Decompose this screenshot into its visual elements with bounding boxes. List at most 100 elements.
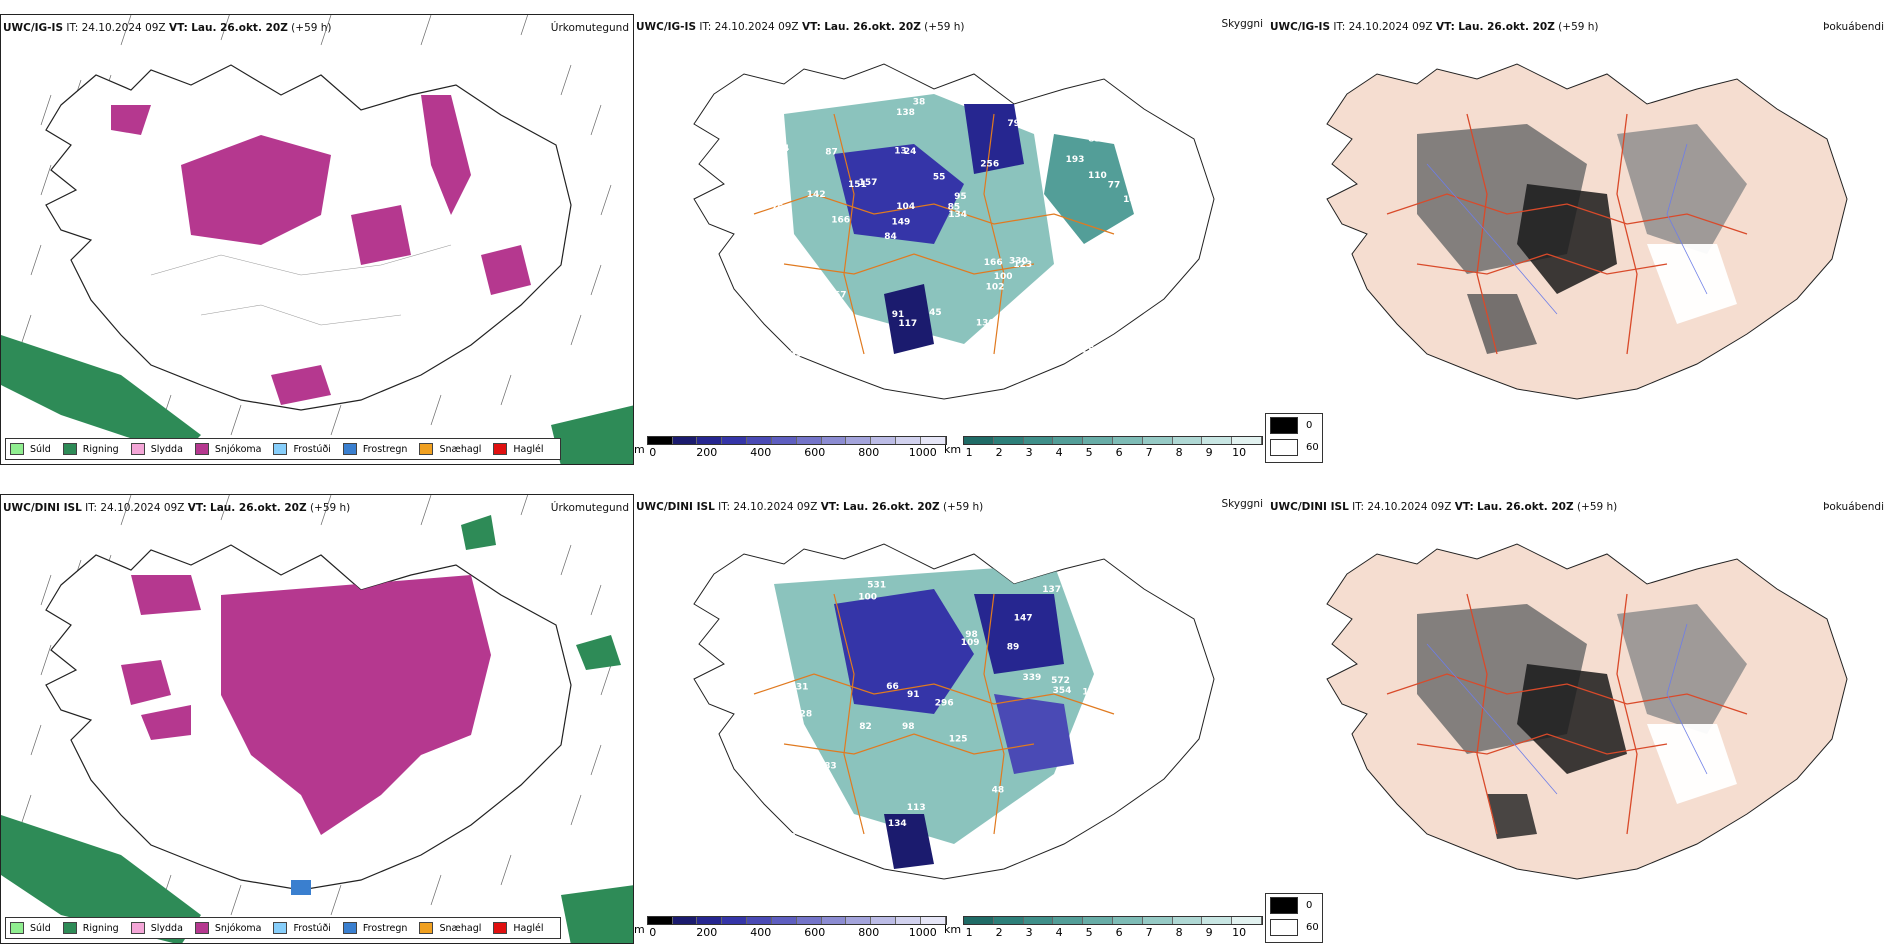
fog-map-top [1326, 63, 1848, 400]
ceiling-cells [646, 916, 947, 925]
ceiling-value-label: 109 [961, 638, 980, 648]
precip-legend-label: Súld [30, 922, 51, 934]
colorbar-tick-label: 3 [1025, 926, 1033, 939]
ceiling-value-label: 193 [1066, 155, 1085, 165]
ceiling-value-label: 125 [949, 734, 968, 744]
visibility-ticks: 1 2 3 4 5 6 7 8 9 10 [963, 925, 1263, 939]
it-label: IT: [1333, 21, 1346, 33]
ceiling-value-label: 45 [929, 308, 942, 318]
panel-title-visibility: Skyggni [1221, 498, 1264, 510]
colorbar-tick-label: 0 [649, 926, 657, 939]
ceiling-value-label: 130 [976, 318, 995, 328]
colorbar-cell [846, 437, 872, 444]
ceiling-value-label: 147 [1014, 614, 1033, 624]
precip-legend-swatch [273, 922, 288, 934]
colorbar-cell [1113, 437, 1143, 444]
colorbar-cell [672, 917, 698, 924]
precip-map-top [1, 15, 633, 464]
precip-legend-entry: Snjókoma [194, 922, 261, 934]
precip-legend-label: Haglél [513, 443, 544, 455]
precip-legend-entry: Snæhagl [419, 922, 481, 934]
ceiling-value-label: 38 [913, 98, 926, 108]
ceiling-value-label: 102 [986, 283, 1005, 293]
colorbar-tick-label: 7 [1145, 926, 1153, 939]
model-name: UWC/IG-IS [636, 21, 697, 33]
precip-legend-swatch [10, 922, 24, 934]
colorbar-tick-label: 8 [1175, 926, 1183, 939]
precip-legend-label: Rigning [82, 443, 119, 455]
colorbar-cell [964, 917, 994, 924]
ceiling-value-label: 72 [759, 351, 772, 361]
ceiling-value-label: 76 [771, 203, 784, 213]
ceiling-value-label: 83 [824, 761, 837, 771]
ceiling-value-label: 95 [954, 192, 967, 202]
ceiling-value-label: 25 [1082, 345, 1095, 355]
ceiling-value-label: 84 [884, 232, 897, 242]
ceiling-value-label: 151 [848, 180, 867, 190]
ceiling-ticks: 0 200 400 600 800 1000 [647, 925, 947, 939]
fog-map-bottom [1326, 543, 1848, 880]
colorbar-tick-label: 400 [750, 446, 772, 459]
colorbar-cell [796, 437, 822, 444]
panel-title-fog: Þokuábendi [1823, 21, 1884, 33]
lead-time: (+59 h) [309, 502, 351, 514]
colorbar-cell [672, 437, 698, 444]
model-name: UWC/IG-IS [3, 22, 64, 34]
precip-legend-swatch [342, 443, 357, 455]
vt-value: Lau. 26.okt. 20Z [1458, 21, 1555, 33]
colorbar-cell [871, 437, 896, 444]
ceiling-value-label: 100 [994, 272, 1013, 282]
it-value: 24.10.2024 09Z [1348, 21, 1433, 33]
ceiling-value-label: 134 [888, 819, 907, 829]
colorbar-tick-label: 9 [1205, 446, 1213, 459]
colorbar-tick-label: 0 [649, 446, 657, 459]
ceiling-value-label: 82 [859, 722, 872, 732]
colorbar-cell [1083, 437, 1114, 444]
ceiling-value-label: 572 [1051, 676, 1070, 686]
colorbar-cell [1142, 917, 1173, 924]
it-label: IT: [1352, 501, 1365, 513]
precip-legend-label: Snjókoma [214, 443, 262, 455]
ceiling-value-label: 431 [790, 682, 809, 692]
precip-legend-label: Frostúði [293, 922, 331, 934]
ceiling-value-label: 83 [1088, 135, 1101, 145]
ceiling-value-label: 109 [783, 710, 802, 720]
vt-value: Lau. 26.okt. 20Z [1477, 501, 1574, 513]
it-label: IT: [85, 502, 98, 514]
ceiling-value-label: 330 [1009, 256, 1028, 266]
ceiling-value-label: 100 [858, 592, 877, 602]
vt-label: VT: [168, 22, 188, 34]
colorbar-tick-label: 1 [965, 446, 973, 459]
ceiling-value-label: 110 [1114, 125, 1133, 135]
colorbar-cell [993, 917, 1024, 924]
colorbar-cell [846, 917, 872, 924]
vt-value: Lau. 26.okt. 20Z [191, 22, 288, 34]
colorbar-cell [993, 437, 1024, 444]
colorbar-tick-label: 600 [804, 446, 826, 459]
precip-panel-bottom: UWC/DINI ISL IT: 24.10.2024 09Z VT: Lau.… [0, 494, 634, 944]
it-value: 24.10.2024 09Z [714, 21, 799, 33]
ceiling-value-label: 98 [902, 722, 915, 732]
panel-title-visibility: Skyggni [1221, 18, 1264, 30]
visibility-cells [963, 916, 1264, 925]
ceiling-value-label: 98 [1118, 687, 1131, 697]
visibility-map-top: 25 76 83 84 256 35 13 55 86 157 304 130 24 95 123 74 138… [693, 63, 1215, 400]
ceiling-value-label: 166 [984, 258, 1003, 268]
fog-swatch-0 [1270, 896, 1298, 914]
precip-legend-label: Snæhagl [439, 443, 482, 455]
ceiling-value-label: 47 [1045, 123, 1058, 133]
ceiling-value-label: 256 [980, 159, 999, 169]
ceiling-value-label: 87 [825, 147, 838, 157]
precip-legend-label: Frostúði [293, 443, 331, 455]
fog-swatch-60 [1270, 918, 1298, 936]
model-name: UWC/DINI ISL [3, 502, 82, 514]
ceiling-value-label: 99 [812, 308, 825, 318]
fog-panel-bottom: UWC/DINI ISL IT: 24.10.2024 09Z VT: Lau.… [1267, 494, 1900, 944]
colorbar-cell [722, 437, 748, 444]
visibility-colorbar-bottom: km 1 2 3 4 5 6 7 8 9 10 [944, 916, 1264, 939]
lead-time: (+59 h) [924, 21, 965, 33]
ceiling-value-label: 303 [1077, 316, 1096, 326]
precip-legend-entry: Frostúði [273, 922, 331, 934]
precip-panel-top: UWC/IG-IS IT: 24.10.2024 09Z VT: Lau. 26… [0, 14, 634, 465]
colorbar-cell [1232, 437, 1263, 444]
